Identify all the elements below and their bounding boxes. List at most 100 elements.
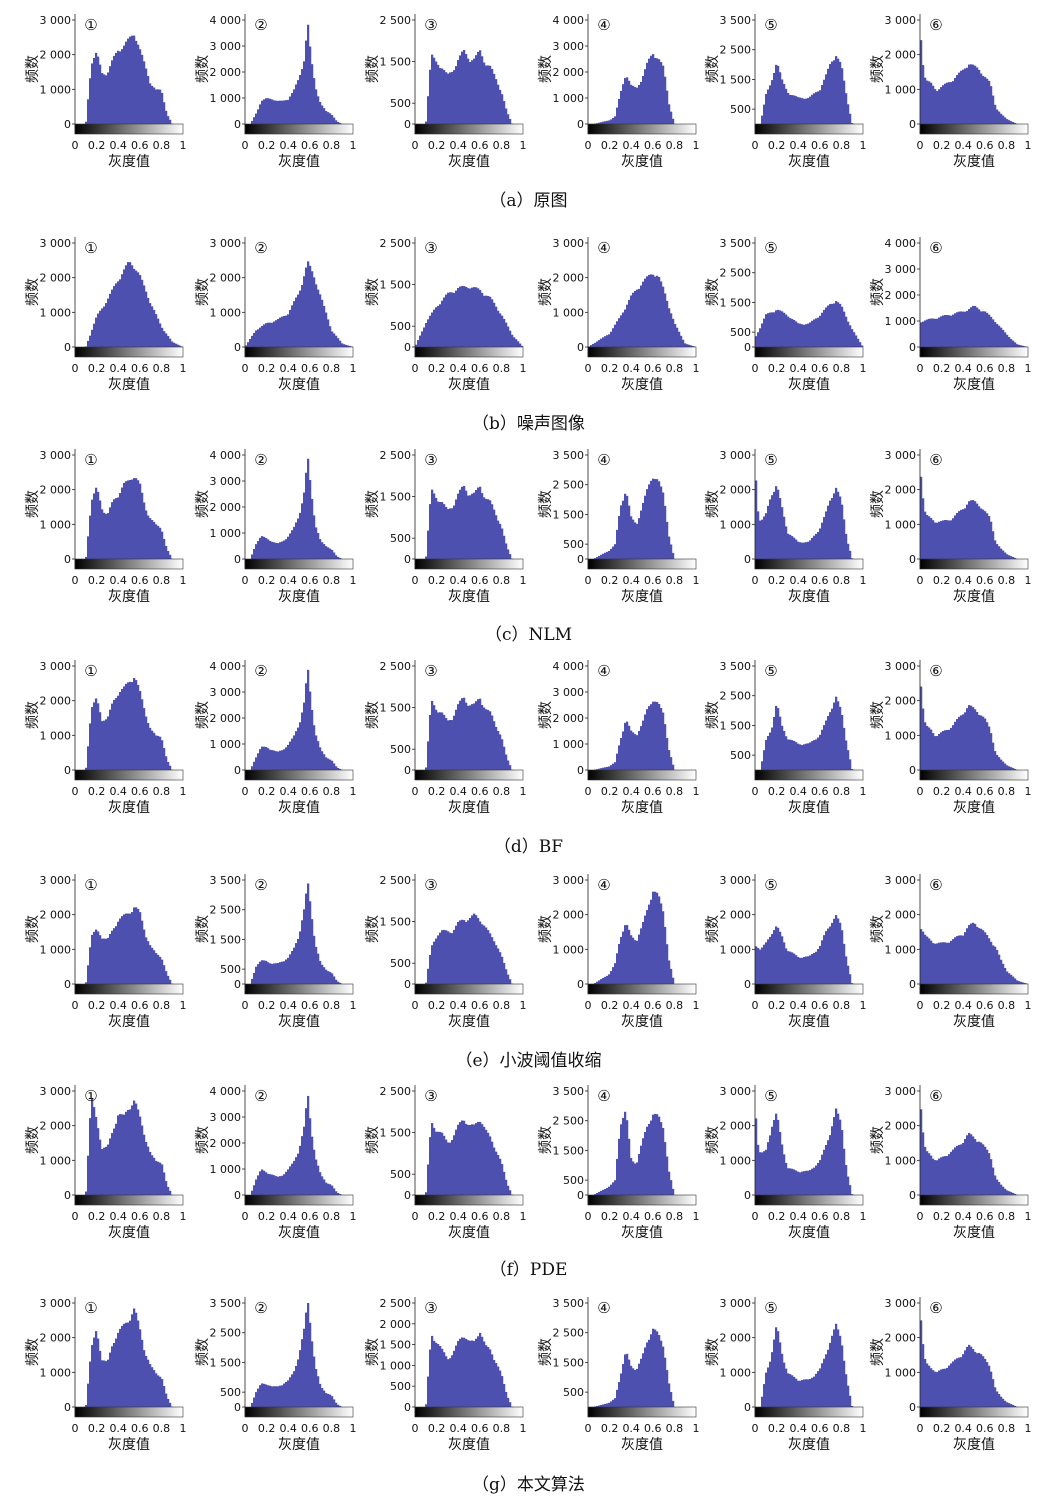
histogram-bar <box>287 537 289 559</box>
histogram-bar <box>121 488 123 559</box>
histogram-bar <box>833 1329 835 1407</box>
histogram-bar <box>811 538 813 559</box>
y-tick-label: 2 000 <box>210 501 242 514</box>
histogram-bar <box>932 733 934 770</box>
y-tick-label: 500 <box>220 963 241 976</box>
histogram-bar <box>769 85 771 124</box>
histogram-bar <box>503 1384 505 1407</box>
histogram-bar <box>765 94 767 124</box>
histogram-bar <box>1006 119 1008 124</box>
histogram-bar <box>777 928 779 984</box>
histogram-bar <box>483 707 485 770</box>
histogram-bar <box>803 1171 805 1195</box>
histogram-bar <box>313 725 315 770</box>
histogram-bar <box>620 505 622 559</box>
histogram-bar <box>107 938 109 984</box>
histogram-bar <box>982 311 984 347</box>
histogram-bar <box>109 507 111 559</box>
x-axis-label: 灰度值 <box>448 1225 490 1241</box>
histogram-bar <box>303 1329 305 1407</box>
histogram-bar <box>283 1174 285 1195</box>
histogram-bar <box>996 1392 998 1407</box>
histogram-bar <box>598 340 600 347</box>
x-tick-label: 0.2 <box>601 1422 619 1435</box>
histogram-bar <box>441 68 443 124</box>
y-tick-label: 2 000 <box>210 1137 242 1150</box>
histogram-bar <box>831 709 833 770</box>
histogram-bar <box>269 963 271 984</box>
histogram-bar <box>938 1159 940 1195</box>
histogram-bar <box>333 118 335 124</box>
histogram-bar <box>781 936 783 984</box>
histogram-bar <box>606 767 608 770</box>
histogram-bar <box>317 1376 319 1407</box>
histogram-bar <box>656 1331 658 1407</box>
histogram-bar <box>761 323 763 347</box>
histogram-bar <box>936 523 938 559</box>
histogram-bar <box>273 321 275 347</box>
histogram-bar <box>315 284 317 347</box>
histogram-bar <box>988 938 990 984</box>
histogram-bar <box>279 962 281 984</box>
histogram-bar <box>109 710 111 770</box>
histogram-bar <box>632 1368 634 1407</box>
histogram-bar <box>501 739 503 770</box>
histogram-bar <box>127 262 129 347</box>
histogram-bar <box>966 708 968 770</box>
histogram-bar <box>289 1166 291 1195</box>
histogram-bar <box>147 76 149 124</box>
x-tick-label: 0.8 <box>153 362 171 375</box>
histogram-bar <box>143 708 145 770</box>
y-axis-label: 频数 <box>705 490 721 518</box>
histogram-bar <box>129 1321 131 1407</box>
histogram-bar <box>481 924 483 984</box>
histogram-bar <box>612 547 614 559</box>
histogram-bar <box>930 1368 932 1407</box>
x-tick-label: 0.8 <box>998 139 1016 152</box>
histogram-bar <box>608 766 610 770</box>
histogram-bar <box>305 267 307 347</box>
histogram-bar <box>803 744 805 770</box>
y-tick-label: 2 500 <box>380 874 412 887</box>
x-tick-label: 0 <box>917 785 924 798</box>
histogram-bar <box>1004 332 1006 347</box>
y-tick-label: 500 <box>390 1380 411 1393</box>
y-tick-label: 1 000 <box>40 1366 72 1379</box>
histogram-bar <box>831 62 833 124</box>
histogram-bar <box>445 72 447 124</box>
y-tick-label: 2 500 <box>380 237 412 250</box>
histogram-bar <box>614 963 616 984</box>
histogram-bar <box>932 943 934 984</box>
x-tick-label: 0.8 <box>998 1422 1016 1435</box>
histogram-bar <box>610 119 612 124</box>
y-tick-label: 0 <box>577 764 584 777</box>
x-axis-label: 灰度值 <box>448 377 490 393</box>
histogram-bar <box>672 119 674 124</box>
histogram-bar <box>145 510 147 559</box>
histogram-bar <box>257 1389 259 1407</box>
histogram-bar <box>445 1356 447 1407</box>
histogram-bar <box>789 95 791 124</box>
histogram-bar <box>253 1398 255 1407</box>
histogram-bar <box>159 1163 161 1195</box>
histogram-bar <box>1012 341 1014 347</box>
histogram-bar <box>771 80 773 124</box>
histogram-bar <box>427 969 429 984</box>
histogram-bar <box>269 541 271 559</box>
x-tick-label: 0.8 <box>323 362 341 375</box>
histogram-bar <box>277 1177 279 1195</box>
histogram-bar <box>666 944 668 984</box>
histogram-bar <box>475 1339 477 1407</box>
histogram-bar <box>650 900 652 984</box>
histogram-bar <box>273 100 275 124</box>
histogram-bar <box>775 310 777 347</box>
histogram-bar <box>465 287 467 347</box>
y-tick-label: 3 000 <box>553 686 585 699</box>
histogram-bar <box>988 81 990 124</box>
histogram-bar <box>622 312 624 347</box>
